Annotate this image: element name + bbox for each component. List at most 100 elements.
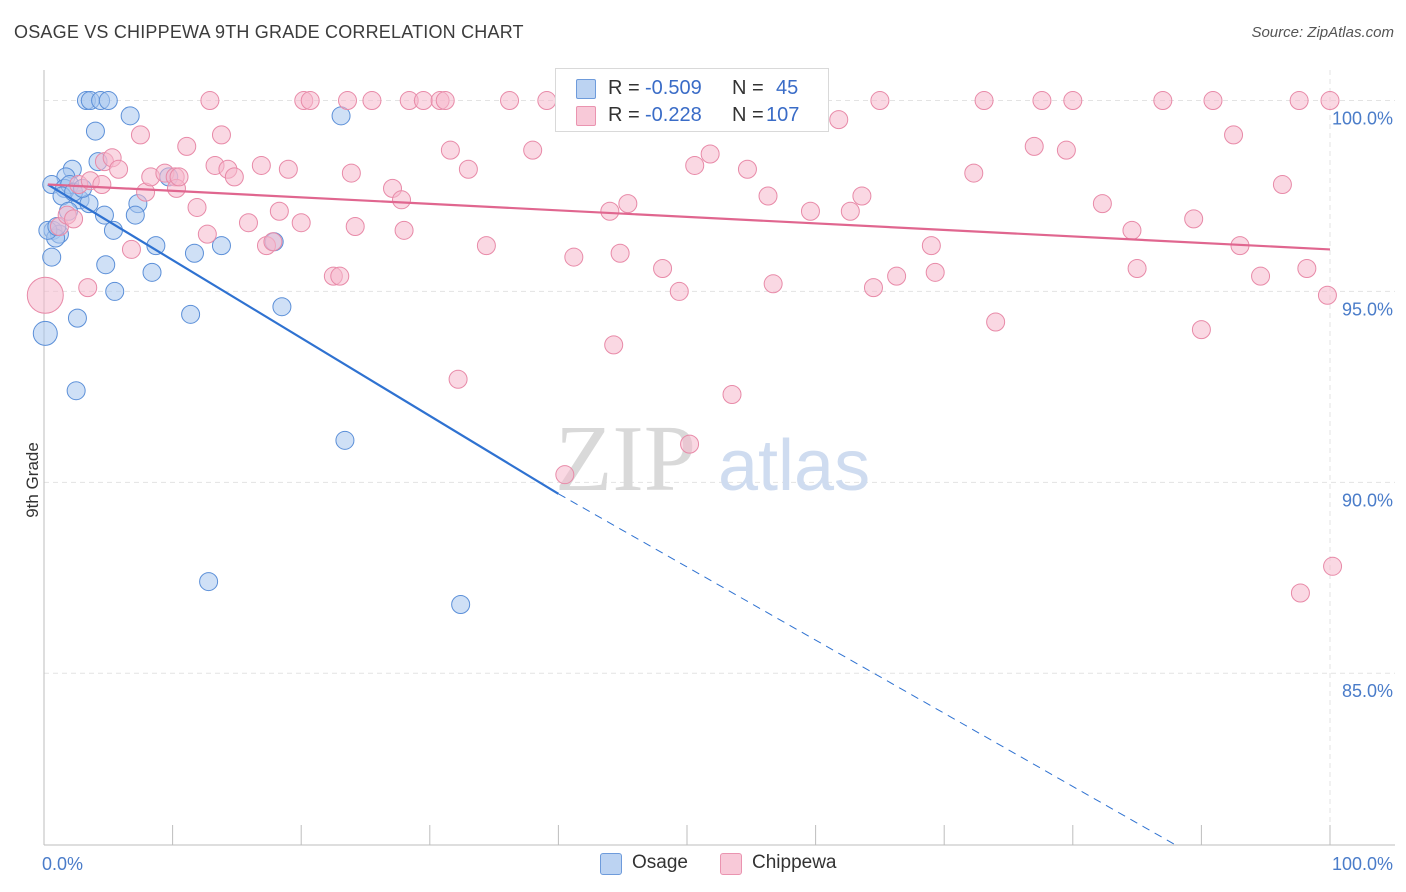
chippewa-point bbox=[1251, 266, 1271, 286]
chippewa-point bbox=[1320, 91, 1340, 111]
osage-point bbox=[94, 205, 114, 225]
chippewa-point bbox=[92, 175, 112, 195]
chippewa-point bbox=[278, 159, 298, 179]
chippewa-point bbox=[653, 259, 673, 279]
chippewa-r-value: -0.228 bbox=[645, 104, 702, 126]
osage-point bbox=[32, 320, 58, 346]
chippewa-point bbox=[300, 91, 320, 111]
chippewa-point bbox=[78, 278, 98, 298]
osage-point bbox=[67, 308, 87, 328]
osage-point bbox=[85, 121, 105, 141]
chippewa-point bbox=[800, 201, 820, 221]
chippewa-point bbox=[680, 434, 700, 454]
chippewa-trend-line bbox=[47, 183, 1331, 251]
chippewa-point bbox=[1153, 91, 1173, 111]
osage-point bbox=[105, 281, 125, 301]
chippewa-point bbox=[1272, 175, 1292, 195]
chippewa-point bbox=[669, 281, 689, 301]
chippewa-point bbox=[341, 163, 361, 183]
chippewa-point bbox=[330, 266, 350, 286]
chippewa-point bbox=[291, 213, 311, 233]
chippewa-point bbox=[964, 163, 984, 183]
osage-r-value: -0.509 bbox=[645, 77, 702, 99]
chippewa-point bbox=[197, 224, 217, 244]
chippewa-point bbox=[921, 236, 941, 256]
chippewa-swatch-icon bbox=[576, 106, 596, 126]
osage-point bbox=[96, 255, 116, 275]
chippewa-point bbox=[177, 136, 197, 156]
osage-point bbox=[66, 381, 86, 401]
chippewa-point bbox=[604, 335, 624, 355]
legend-row-osage: R = -0.509 N = 45 bbox=[556, 75, 828, 101]
chippewa-point bbox=[211, 125, 231, 145]
chippewa-point bbox=[130, 125, 150, 145]
chippewa-point bbox=[224, 167, 244, 187]
chippewa-point bbox=[1184, 209, 1204, 229]
chippewa-legend-swatch-icon bbox=[720, 853, 742, 875]
chippewa-point bbox=[1191, 320, 1211, 340]
chippewa-point bbox=[337, 91, 357, 111]
trend-layer bbox=[47, 183, 1331, 846]
legend-r-label: R = bbox=[608, 104, 640, 126]
chippewa-point bbox=[700, 144, 720, 164]
chippewa-point bbox=[1122, 220, 1142, 240]
chippewa-point bbox=[852, 186, 872, 206]
chippewa-point bbox=[435, 91, 455, 111]
chippewa-point bbox=[925, 262, 945, 282]
chippewa-point bbox=[169, 167, 189, 187]
watermark-atlas: atlas bbox=[718, 426, 870, 506]
y-tick-label: 95.0% bbox=[1342, 299, 1393, 319]
chippewa-point bbox=[600, 201, 620, 221]
chippewa-point bbox=[109, 159, 129, 179]
chippewa-point bbox=[1024, 136, 1044, 156]
chippewa-point bbox=[840, 201, 860, 221]
chippewa-point bbox=[1323, 556, 1343, 576]
chippewa-point bbox=[618, 194, 638, 214]
chippewa-point bbox=[1297, 259, 1317, 279]
chippewa-point bbox=[500, 91, 520, 111]
osage-point bbox=[120, 106, 140, 126]
y-tick-label: 90.0% bbox=[1342, 490, 1393, 510]
chippewa-point bbox=[476, 236, 496, 256]
x-tick-label: 100.0% bbox=[1332, 854, 1393, 874]
chippewa-point bbox=[722, 385, 742, 405]
chippewa-point bbox=[1290, 583, 1310, 603]
chippewa-point bbox=[564, 247, 584, 267]
points-layer bbox=[26, 91, 1343, 614]
source-label: Source: ZipAtlas.com bbox=[1251, 24, 1394, 41]
chippewa-point bbox=[887, 266, 907, 286]
watermark-zip: ZIP bbox=[555, 407, 696, 511]
chippewa-point bbox=[413, 91, 433, 111]
chippewa-point bbox=[863, 278, 883, 298]
y-axis-label: 9th Grade bbox=[23, 442, 42, 518]
watermark: ZIP atlas bbox=[555, 407, 870, 511]
chippewa-point bbox=[537, 91, 557, 111]
legend-item-chippewa: Chippewa bbox=[752, 852, 837, 873]
chippewa-point bbox=[829, 110, 849, 130]
chippewa-point bbox=[263, 232, 283, 252]
chippewa-point bbox=[200, 91, 220, 111]
chippewa-point bbox=[1317, 285, 1337, 305]
chippewa-point bbox=[1063, 91, 1083, 111]
chippewa-point bbox=[763, 274, 783, 294]
osage-point bbox=[184, 243, 204, 263]
axes-layer bbox=[43, 70, 1395, 846]
chippewa-point bbox=[1203, 91, 1223, 111]
chippewa-point bbox=[187, 197, 207, 217]
correlation-legend: R = -0.509 N = 45 R = -0.228 N = 107 bbox=[555, 68, 829, 132]
osage-point bbox=[211, 236, 231, 256]
x-tick-label: 0.0% bbox=[42, 854, 83, 874]
chippewa-point bbox=[121, 239, 141, 259]
chippewa-point bbox=[1127, 259, 1147, 279]
chippewa-point bbox=[758, 186, 778, 206]
chippewa-point bbox=[1056, 140, 1076, 160]
chippewa-point bbox=[610, 243, 630, 263]
y-tick-label: 85.0% bbox=[1342, 681, 1393, 701]
chippewa-point bbox=[685, 155, 705, 175]
chippewa-point bbox=[440, 140, 460, 160]
chart-title: OSAGE VS CHIPPEWA 9TH GRADE CORRELATION … bbox=[14, 22, 524, 42]
chippewa-point bbox=[394, 220, 414, 240]
chippewa-n-value: 107 bbox=[766, 104, 800, 126]
legend-n-label: N = bbox=[732, 77, 764, 99]
chippewa-point bbox=[555, 465, 575, 485]
